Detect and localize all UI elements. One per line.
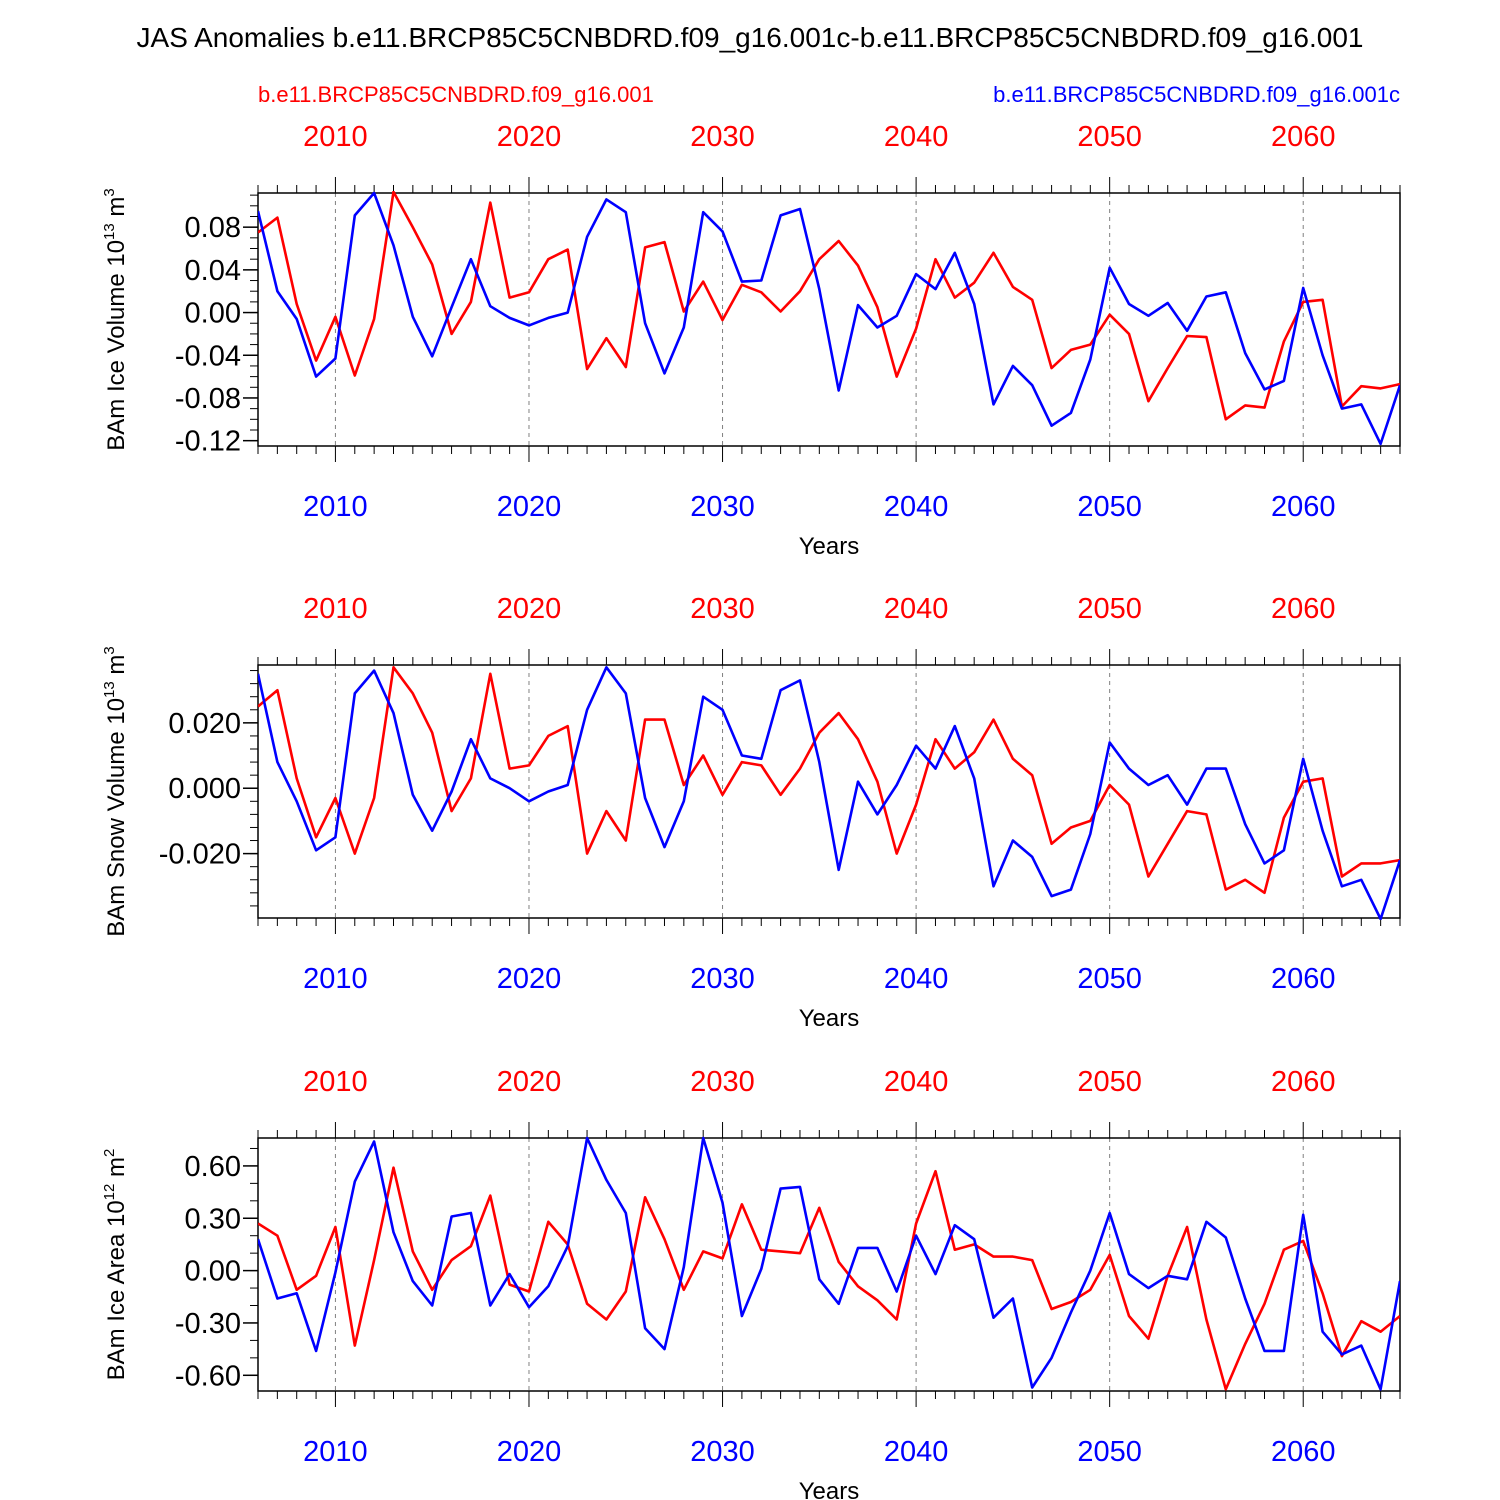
x-tick-label-bottom: 2050 [1077,1436,1142,1468]
series-line-blue [258,665,1400,920]
y-tick-label: 0.00 [185,1256,241,1288]
y-axis-title: BAm Snow Volume 1013 m3 [101,646,130,937]
x-tick-label-top: 2010 [303,593,368,625]
x-tick-label-top: 2020 [497,593,562,625]
x-tick-label-top: 2060 [1271,121,1336,153]
x-tick-label-bottom: 2030 [690,491,755,523]
x-tick-label-bottom: 2010 [303,491,368,523]
y-tick-label: -0.020 [159,839,241,871]
x-tick-label-bottom: 2060 [1271,1436,1336,1468]
x-axis-title: Years [799,533,860,560]
y-tick-label: 0.08 [185,212,241,244]
chart-panel-2: -0.020 0.000 0.020 2010 2010 2020 2020 2030 2030… [101,593,1401,1032]
y-tick-label: 0.60 [185,1151,241,1183]
y-tick-label: -0.60 [175,1360,241,1392]
legend-red-label: b.e11.BRCP85C5CNBDRD.f09_g16.001 [258,82,654,107]
y-tick-label: -0.30 [175,1308,241,1340]
x-tick-label-top: 2010 [303,121,368,153]
y-tick-label: 0.000 [168,773,241,805]
x-tick-label-top: 2030 [690,121,755,153]
y-tick-label: 0.00 [185,298,241,330]
y-tick-label: 0.30 [185,1203,241,1235]
y-tick-label: -0.08 [175,383,241,415]
x-axis-title: Years [799,1005,860,1032]
x-tick-label-top: 2060 [1271,593,1336,625]
x-tick-label-top: 2020 [497,121,562,153]
x-tick-label-top: 2030 [690,1066,755,1098]
x-tick-label-top: 2040 [884,121,949,153]
x-tick-label-bottom: 2050 [1077,491,1142,523]
plot-frame [257,664,1401,919]
x-tick-label-bottom: 2060 [1271,491,1336,523]
x-tick-label-bottom: 2040 [884,963,949,995]
x-tick-label-bottom: 2040 [884,491,949,523]
plot-frame [257,192,1401,447]
y-axis-title: BAm Ice Volume 1013 m3 [101,188,130,450]
x-tick-label-bottom: 2020 [497,1436,562,1468]
x-tick-label-bottom: 2060 [1271,963,1336,995]
x-tick-label-bottom: 2030 [690,963,755,995]
x-tick-label-bottom: 2030 [690,1436,755,1468]
chart-panel-3: -0.60 -0.30 0.00 0.30 0.60 2010 2010 2020 2020 20… [101,1066,1401,1500]
x-tick-label-top: 2010 [303,1066,368,1098]
series-line-red [258,191,1400,421]
x-tick-label-top: 2050 [1077,121,1142,153]
x-tick-label-bottom: 2040 [884,1436,949,1468]
x-tick-label-top: 2040 [884,593,949,625]
series-line-red [258,1166,1400,1391]
y-tick-label: -0.12 [175,426,241,458]
x-axis-title: Years [799,1478,860,1500]
x-tick-label-top: 2050 [1077,1066,1142,1098]
y-axis-title: BAm Ice Area 1012 m2 [101,1149,130,1381]
x-tick-label-bottom: 2010 [303,963,368,995]
series-line-blue [258,191,1400,446]
x-tick-label-bottom: 2010 [303,1436,368,1468]
x-tick-label-top: 2060 [1271,1066,1336,1098]
x-tick-label-bottom: 2020 [497,963,562,995]
x-tick-label-bottom: 2050 [1077,963,1142,995]
y-tick-label: -0.04 [175,340,241,372]
x-tick-label-top: 2020 [497,1066,562,1098]
series-line-blue [258,1136,1400,1391]
chart-panel-1: -0.12 -0.08 -0.04 0.00 0.04 0.08 2010 2010 2020 2… [101,121,1401,560]
x-tick-label-top: 2050 [1077,593,1142,625]
x-tick-label-top: 2040 [884,1066,949,1098]
x-tick-label-top: 2030 [690,593,755,625]
plot-frame [257,1137,1401,1392]
y-tick-label: 0.020 [168,708,241,740]
chart-title: JAS Anomalies b.e11.BRCP85C5CNBDRD.f09_g… [137,22,1364,53]
x-tick-label-bottom: 2020 [497,491,562,523]
legend-blue-label: b.e11.BRCP85C5CNBDRD.f09_g16.001c [993,82,1400,107]
y-tick-label: 0.04 [185,255,241,287]
